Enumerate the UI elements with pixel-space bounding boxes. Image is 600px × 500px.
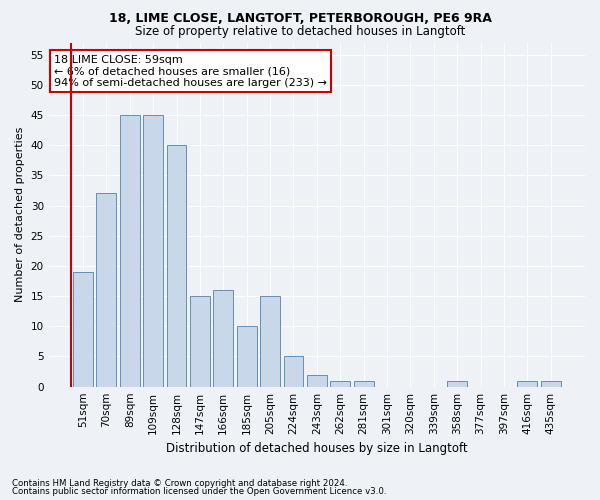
Bar (237, 326, 257, 386)
Bar (97, 194, 116, 386)
Text: 18 LIME CLOSE: 59sqm
← 6% of detached houses are smaller (16)
94% of semi-detach: 18 LIME CLOSE: 59sqm ← 6% of detached ho… (54, 54, 327, 88)
Bar (190, 296, 210, 386)
Bar (167, 145, 187, 386)
Bar (517, 380, 537, 386)
Bar (214, 290, 233, 386)
Bar (284, 356, 304, 386)
Bar (120, 115, 140, 386)
Text: Contains public sector information licensed under the Open Government Licence v3: Contains public sector information licen… (12, 487, 386, 496)
X-axis label: Distribution of detached houses by size in Langtoft: Distribution of detached houses by size … (166, 442, 467, 455)
Bar (307, 374, 327, 386)
Bar (330, 380, 350, 386)
Bar (353, 380, 374, 386)
Bar (73, 272, 93, 386)
Bar (541, 380, 560, 386)
Text: Contains HM Land Registry data © Crown copyright and database right 2024.: Contains HM Land Registry data © Crown c… (12, 478, 347, 488)
Bar (447, 380, 467, 386)
Bar (260, 296, 280, 386)
Text: Size of property relative to detached houses in Langtoft: Size of property relative to detached ho… (135, 25, 465, 38)
Bar (143, 115, 163, 386)
Y-axis label: Number of detached properties: Number of detached properties (15, 127, 25, 302)
Text: 18, LIME CLOSE, LANGTOFT, PETERBOROUGH, PE6 9RA: 18, LIME CLOSE, LANGTOFT, PETERBOROUGH, … (109, 12, 491, 26)
